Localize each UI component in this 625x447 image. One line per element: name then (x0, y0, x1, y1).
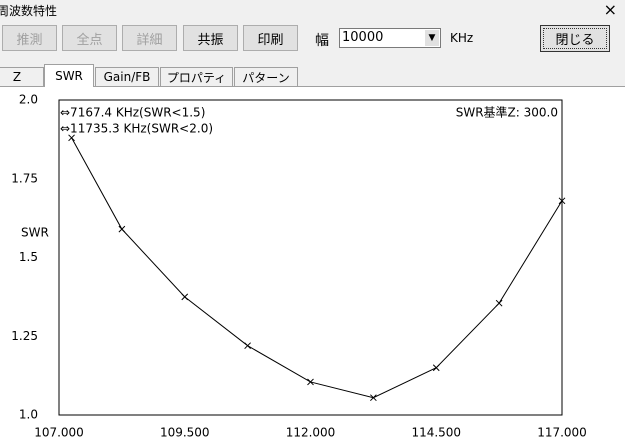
width-select[interactable]: 10000 ▼ (339, 28, 441, 48)
x-tick-label: 117.000 (537, 426, 587, 440)
y-axis-label: SWR (21, 226, 49, 240)
toolbar-button[interactable]: 共振 (183, 25, 238, 51)
tab[interactable]: SWR (44, 64, 94, 87)
toolbar-button: 詳細 (122, 25, 177, 51)
point-marker (118, 225, 126, 233)
close-button[interactable]: 閉じる (540, 25, 610, 52)
y-tick-label: 2.0 (19, 93, 38, 107)
dropdown-arrow: ▼ (425, 30, 439, 46)
window-title: 周波数特性 (0, 4, 58, 18)
toolbar-button[interactable]: 印刷 (243, 25, 298, 51)
tab[interactable]: Gain/FB (95, 67, 159, 86)
y-tick-label: 1.0 (19, 408, 38, 422)
toolbar-button: 推測 (2, 25, 57, 51)
x-tick-label: 114.500 (411, 426, 461, 440)
tab[interactable]: パターン (234, 67, 298, 86)
point-marker (181, 293, 189, 301)
x-tick-label: 107.000 (34, 426, 84, 440)
point-marker (244, 342, 251, 350)
x-tick-label: 112.000 (286, 426, 336, 440)
width-value: 10000 (342, 30, 384, 45)
tab[interactable]: プロパティ (160, 67, 233, 86)
annotation: ⇔11735.3 KHz(SWR<2.0) (60, 122, 213, 136)
point-marker (558, 197, 566, 205)
unit-label: KHz (450, 31, 474, 45)
point-marker (307, 378, 314, 386)
close-icon[interactable]: × (603, 0, 617, 19)
point-marker (370, 394, 377, 402)
plot-area (58, 99, 563, 416)
point-marker (432, 364, 440, 372)
x-tick-label: 109.500 (160, 426, 210, 440)
annotation: ⇔7167.4 KHz(SWR<1.5) (60, 106, 205, 120)
width-label: 幅 (315, 33, 329, 49)
y-tick-label: 1.25 (11, 329, 38, 343)
point-marker (495, 299, 503, 307)
point-marker (68, 134, 75, 142)
y-tick-label: 1.5 (19, 250, 38, 264)
toolbar-button: 全点 (62, 25, 117, 51)
y-tick-label: 1.75 (11, 171, 38, 185)
reference-label: SWR基準Z: 300.0 (456, 105, 558, 120)
tab[interactable]: Z (0, 67, 44, 86)
